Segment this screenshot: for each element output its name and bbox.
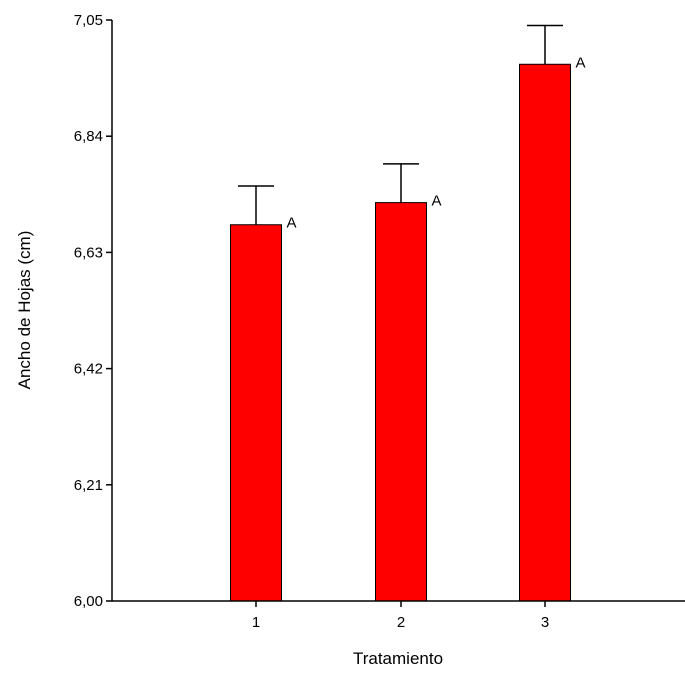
x-axis-label: Tratamiento	[353, 649, 443, 668]
y-tick-label-5: 7,05	[74, 12, 103, 29]
y-axis-label: Ancho de Hojas (cm)	[15, 231, 34, 390]
y-tick-label-1: 6,21	[74, 477, 103, 494]
x-tick-label-1: 1	[252, 614, 260, 631]
y-ticks-group: 6,00 6,21 6,42 6,63 6,84 7,05	[74, 12, 112, 610]
x-tick-label-3: 3	[541, 614, 549, 631]
significance-letter-2: A	[432, 193, 442, 210]
axes-group	[111, 20, 685, 602]
significance-letters-group: A A A	[287, 54, 586, 231]
bars-group	[230, 63, 571, 602]
y-tick-label-4: 6,84	[74, 128, 103, 145]
x-ticks-group: 1 2 3	[252, 601, 549, 631]
significance-letter-1: A	[287, 215, 297, 232]
error-bars-group	[238, 24, 563, 225]
y-tick-label-2: 6,42	[74, 361, 103, 378]
y-tick-label-3: 6,63	[74, 244, 103, 261]
significance-letter-3: A	[576, 54, 586, 71]
bar-1	[230, 224, 282, 602]
bar-3	[519, 63, 571, 602]
x-tick-label-2: 2	[397, 614, 405, 631]
y-tick-label-0: 6,00	[74, 593, 103, 610]
bar-2	[375, 202, 427, 602]
